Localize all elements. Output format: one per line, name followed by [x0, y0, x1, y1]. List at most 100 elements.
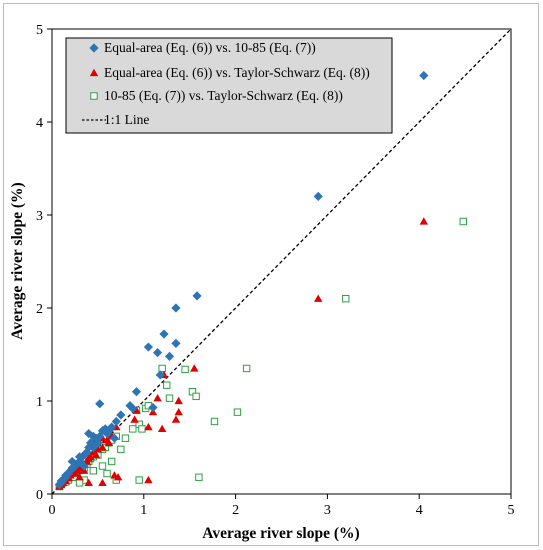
data-point [61, 470, 71, 480]
data-point [314, 294, 323, 302]
x-tick-label: 3 [324, 503, 331, 518]
data-point [95, 399, 105, 409]
y-axis-title: Average river slope (%) [9, 182, 26, 339]
data-point [459, 217, 467, 226]
data-point [107, 457, 116, 466]
data-point [128, 403, 138, 414]
data-point [67, 463, 77, 473]
data-point [102, 428, 112, 439]
data-point [85, 438, 96, 448]
data-point [163, 381, 171, 389]
data-point [138, 425, 146, 433]
reference-line-layer [51, 28, 512, 495]
data-point [171, 415, 181, 423]
data-point [153, 394, 162, 402]
data-point [181, 365, 189, 374]
legend-entry-label: 1:1 Line [104, 112, 149, 127]
data-point [152, 348, 163, 358]
data-point [159, 329, 169, 339]
data-point [73, 466, 82, 474]
y-tick-label: 1 [36, 395, 43, 410]
data-point [67, 456, 77, 467]
data-point [116, 410, 126, 420]
data-point [192, 291, 202, 301]
data-point [75, 473, 84, 481]
data-point [158, 364, 166, 373]
data-point [93, 438, 103, 448]
data-point [63, 468, 74, 479]
data-point [131, 387, 142, 397]
data-point [95, 431, 105, 441]
data-point [192, 392, 200, 401]
data-point [107, 422, 117, 432]
y-tick-label: 5 [36, 23, 43, 38]
data-point [79, 461, 89, 471]
y-tick-label: 0 [36, 488, 43, 503]
data-point [75, 479, 84, 487]
data-point [174, 407, 183, 416]
legend: Equal-area (Eq. (6)) vs. 10-85 (Eq. (7))… [65, 37, 393, 134]
data-point [89, 467, 98, 475]
legend-box [65, 37, 393, 134]
data-point [93, 445, 103, 453]
data-point [88, 442, 98, 453]
data-point [419, 70, 429, 81]
data-point [117, 445, 125, 454]
data-point [125, 401, 135, 411]
one-to-one-line [51, 28, 512, 495]
legend-marker [89, 68, 99, 77]
data-point [132, 406, 141, 414]
data-point [190, 364, 199, 372]
legend-marker [90, 92, 98, 100]
data-point [171, 303, 181, 313]
data-point [74, 452, 85, 462]
data-point [103, 469, 111, 478]
data-point [313, 191, 323, 201]
legend-entry-label: Equal-area (Eq. (6)) vs. Taylor-Schwarz … [104, 65, 370, 80]
x-tick-label: 4 [416, 503, 423, 518]
data-point [195, 473, 203, 481]
data-point [98, 478, 107, 486]
y-tick-label: 3 [36, 209, 43, 224]
data-point [104, 438, 114, 446]
data-point [86, 452, 95, 460]
series-layer [54, 70, 467, 491]
data-point [210, 417, 219, 426]
legend-entry-label: 10-85 (Eq. (7)) vs. Taylor-Schwarz (Eq. … [104, 88, 343, 103]
x-tick-label: 0 [49, 503, 56, 518]
x-tick-label: 1 [140, 503, 147, 518]
data-point [135, 476, 143, 484]
data-point [113, 473, 123, 481]
data-point [174, 396, 183, 405]
data-point [148, 402, 158, 413]
data-point [144, 422, 153, 431]
data-point [129, 425, 137, 433]
data-point [84, 478, 93, 486]
data-point [143, 342, 153, 352]
data-point [155, 370, 165, 380]
legend-entry-label: Equal-area (Eq. (6)) vs. 10-85 (Eq. (7)) [104, 40, 316, 55]
data-point [144, 475, 153, 484]
legend-marker [89, 43, 99, 53]
data-point [84, 428, 94, 439]
data-point [419, 217, 428, 225]
data-point [111, 416, 121, 427]
x-tick-label: 5 [508, 503, 515, 518]
data-point [109, 433, 120, 443]
data-point [71, 459, 81, 469]
series-1 [54, 70, 429, 490]
data-point [100, 424, 110, 434]
y-tick-label: 2 [36, 302, 43, 317]
x-tick-label: 2 [232, 503, 239, 518]
data-point [165, 394, 174, 402]
data-point [56, 476, 66, 486]
data-point [233, 408, 242, 416]
data-point [91, 450, 101, 459]
data-point [242, 364, 251, 373]
data-point [88, 431, 98, 441]
data-point [104, 426, 114, 436]
data-point [98, 443, 107, 451]
data-point [98, 462, 107, 470]
data-point [342, 295, 350, 303]
